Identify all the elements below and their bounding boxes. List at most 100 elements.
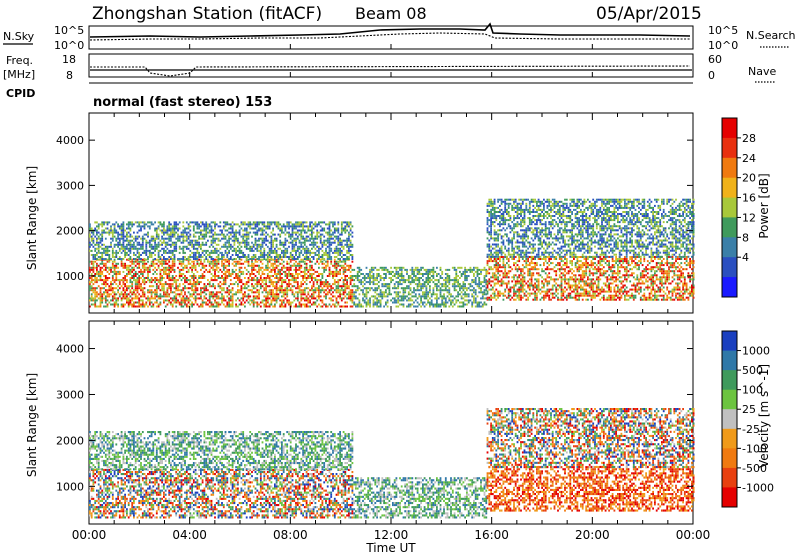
data-cell: [134, 293, 137, 296]
data-cell: [274, 297, 276, 300]
data-cell: [413, 268, 415, 271]
data-cell: [170, 285, 172, 288]
data-cell: [226, 256, 229, 258]
data-cell: [237, 279, 239, 282]
data-cell: [342, 283, 345, 286]
data-cell: [443, 305, 445, 308]
data-cell: [383, 277, 385, 279]
data-cell: [432, 287, 435, 290]
data-cell: [263, 233, 266, 236]
data-cell: [298, 301, 301, 304]
data-cell: [92, 303, 95, 306]
data-cell: [448, 289, 451, 292]
data-cell: [94, 258, 97, 260]
data-cell: [351, 231, 354, 234]
data-cell: [340, 256, 343, 258]
data-cell: [423, 297, 426, 300]
data-cell: [111, 251, 114, 254]
data-cell: [94, 287, 97, 290]
data-cell: [258, 245, 260, 248]
data-cell: [143, 305, 146, 308]
data-cell: [298, 225, 301, 228]
data-cell: [346, 239, 348, 242]
data-cell: [307, 291, 310, 294]
data-cell: [110, 287, 112, 290]
data-cell: [129, 239, 132, 242]
data-cell: [261, 251, 264, 254]
data-cell: [425, 277, 428, 279]
data-cell: [147, 277, 149, 279]
data-cell: [244, 283, 246, 286]
data-cell: [506, 276, 508, 279]
data-cell: [108, 245, 111, 248]
data-cell: [122, 305, 125, 308]
data-cell: [374, 277, 377, 279]
data-cell: [339, 239, 341, 242]
data-cell: [127, 249, 130, 252]
data-cell: [323, 270, 326, 273]
data-cell: [252, 254, 255, 256]
data-cell: [263, 295, 266, 298]
data-cell: [326, 283, 329, 286]
data-cell: [242, 262, 245, 265]
data-cell: [110, 243, 112, 246]
data-cell: [163, 270, 165, 273]
data-cell: [122, 293, 125, 296]
data-cell: [89, 243, 91, 246]
data-cell: [192, 279, 195, 282]
data-cell: [131, 262, 134, 265]
data-cell: [254, 225, 257, 228]
data-cell: [222, 262, 225, 265]
data-cell: [192, 285, 195, 288]
data-cell: [302, 293, 304, 296]
data-cell: [106, 279, 109, 282]
data-cell: [228, 245, 230, 248]
data-cell: [318, 273, 320, 275]
data-cell: [298, 260, 301, 263]
data-cell: [198, 245, 200, 248]
data-cell: [155, 299, 158, 302]
data-cell: [390, 277, 392, 279]
nave-label: Nave: [748, 65, 776, 78]
data-cell: [175, 223, 178, 226]
data-cell: [509, 298, 512, 301]
data-cell: [133, 279, 135, 282]
data-cell: [291, 258, 294, 260]
data-cell: [152, 297, 155, 300]
data-cell: [143, 237, 146, 240]
data-cell: [224, 266, 227, 269]
data-cell: [413, 287, 415, 290]
data-cell: [314, 221, 317, 224]
data-cell: [514, 290, 517, 293]
data-cell: [490, 294, 492, 297]
data-cell: [122, 281, 125, 284]
data-cell: [432, 293, 435, 296]
data-cell: [462, 281, 465, 284]
data-cell: [210, 273, 213, 275]
data-cell: [233, 293, 236, 296]
data-cell: [201, 223, 204, 226]
data-cell: [159, 301, 162, 304]
data-cell: [147, 241, 149, 244]
data-cell: [455, 275, 458, 277]
data-cell: [493, 258, 496, 260]
data-cell: [277, 273, 280, 275]
data-cell: [525, 260, 528, 263]
data-cell: [340, 231, 343, 234]
data-cell: [272, 295, 274, 298]
data-cell: [173, 279, 176, 282]
data-cell: [507, 276, 510, 279]
data-cell: [266, 221, 269, 224]
data-cell: [272, 245, 274, 248]
data-cell: [476, 275, 479, 277]
data-cell: [427, 268, 429, 271]
data-cell: [303, 268, 306, 271]
data-cell: [97, 245, 100, 248]
data-cell: [291, 223, 294, 226]
data-cell: [374, 295, 377, 298]
data-cell: [474, 283, 477, 286]
data-cell: [94, 303, 97, 306]
data-cell: [245, 299, 248, 302]
data-cell: [187, 237, 190, 240]
data-cell: [238, 266, 241, 269]
